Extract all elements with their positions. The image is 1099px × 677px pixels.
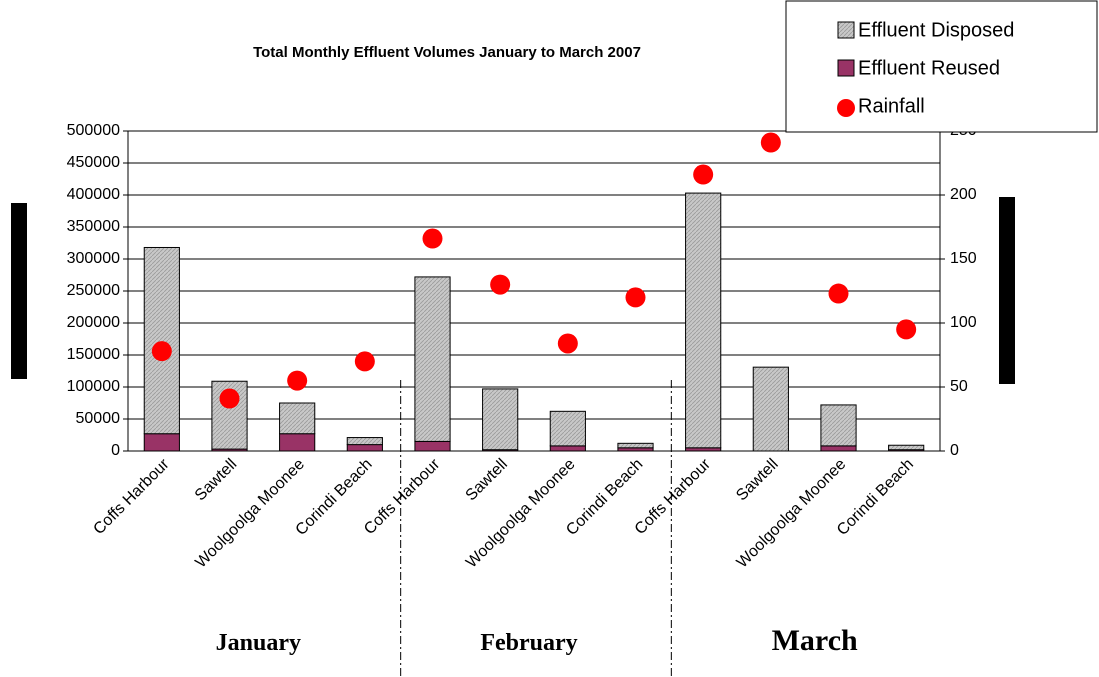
- y-tick-label: 350000: [67, 218, 120, 235]
- y-tick-label: 0: [111, 442, 120, 459]
- y2-tick-label: 0: [950, 442, 959, 459]
- rainfall-point: [557, 333, 578, 354]
- bar-segment: [346, 437, 383, 446]
- legend-label: Effluent Reused: [858, 57, 1000, 79]
- legend-swatch: [837, 59, 855, 77]
- month-label: February: [480, 630, 577, 656]
- rainfall-point: [219, 388, 240, 409]
- bar-segment: [820, 445, 857, 452]
- legend-label: Rainfall: [858, 95, 925, 117]
- bar-segment: [685, 192, 722, 449]
- y2-axis-title-redacted: [999, 197, 1015, 384]
- bar-segment: [549, 445, 586, 452]
- bar-segment: [414, 440, 451, 452]
- rainfall-point: [760, 132, 781, 153]
- month-label: March: [772, 624, 858, 657]
- y-tick-label: 200000: [67, 314, 120, 331]
- bar-segment: [549, 410, 586, 447]
- y-tick-label: 300000: [67, 250, 120, 267]
- y2-tick-label: 50: [950, 378, 968, 395]
- x-tick-label: Coffs Harbour: [90, 455, 173, 538]
- y-tick-label: 50000: [76, 410, 121, 427]
- x-tick-label: Sawtell: [192, 456, 240, 504]
- bar-segment: [820, 404, 857, 447]
- y-tick-label: 500000: [67, 122, 120, 139]
- y2-tick-label: 200: [950, 186, 977, 203]
- y-tick-label: 250000: [67, 282, 120, 299]
- month-label: January: [216, 630, 301, 656]
- chart-title: Total Monthly Effluent Volumes January t…: [253, 44, 641, 61]
- y-tick-label: 400000: [67, 186, 120, 203]
- legend-label: Effluent Disposed: [858, 19, 1014, 41]
- bar-segment: [617, 442, 654, 449]
- y-tick-label: 450000: [67, 154, 120, 171]
- x-tick-label: Sawtell: [463, 456, 511, 504]
- y-tick-label: 150000: [67, 346, 120, 363]
- legend-swatch: [837, 21, 855, 39]
- rainfall-point: [151, 341, 172, 362]
- bar-segment: [346, 444, 383, 452]
- rainfall-point: [490, 274, 511, 295]
- rainfall-point: [287, 370, 308, 391]
- legend-marker: [837, 99, 855, 117]
- bar-segment: [279, 433, 316, 452]
- bar-segment: [414, 276, 451, 442]
- y-tick-label: 100000: [67, 378, 120, 395]
- bar-segment: [482, 388, 519, 451]
- bar-segment: [143, 433, 180, 452]
- rainfall-point: [896, 319, 917, 340]
- bar-segment: [143, 246, 180, 435]
- rainfall-point: [625, 287, 646, 308]
- x-tick-label: Sawtell: [733, 456, 781, 504]
- rainfall-point: [828, 283, 849, 304]
- y2-tick-label: 150: [950, 250, 977, 267]
- y-axis-title-redacted: [11, 203, 27, 379]
- y2-tick-label: 100: [950, 314, 977, 331]
- bar-segment: [752, 366, 789, 452]
- rainfall-point: [693, 164, 714, 185]
- bar-segment: [279, 402, 316, 435]
- rainfall-point: [354, 351, 375, 372]
- bar-segment: [888, 444, 925, 451]
- rainfall-point: [422, 228, 443, 249]
